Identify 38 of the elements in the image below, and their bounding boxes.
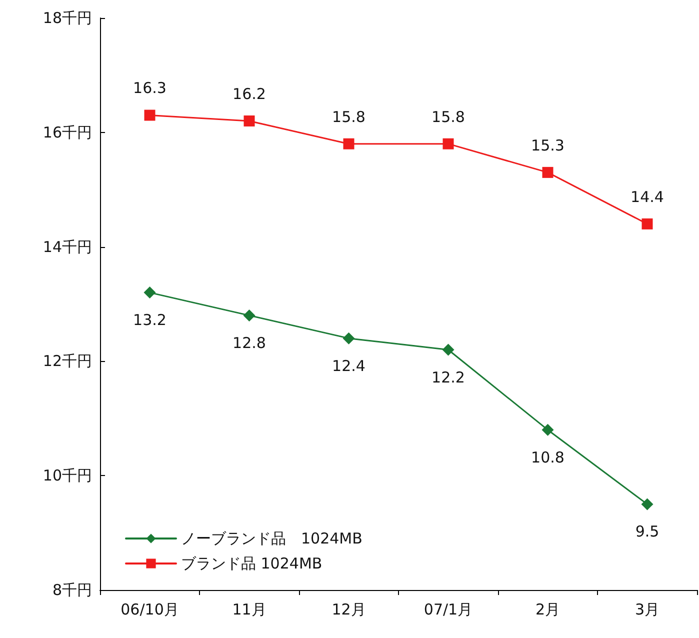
point [343,138,354,150]
point [342,332,355,344]
x-tick-label: 3月 [634,600,660,618]
x-tick-label: 06/10月 [120,600,179,618]
point [642,218,653,230]
data-label: 13.2 [133,311,166,330]
legend-label: ノーブランド品 1024MB [181,530,362,548]
data-label: 15.8 [332,108,366,126]
point [244,115,255,126]
point [542,166,554,178]
data-label: 12.4 [332,356,366,375]
data-label: 9.5 [635,522,660,541]
y-tick-label: 14千円 [42,238,92,256]
data-label: 15.3 [531,136,564,154]
y-tick-label: 8千円 [52,581,92,599]
y-tick-label: 10千円 [42,466,92,485]
data-label: 14.4 [630,188,664,206]
point [243,309,256,322]
x-tick-label: 12月 [332,600,366,618]
y-tick-label: 12千円 [42,352,92,370]
point [442,344,454,356]
point [144,286,156,299]
data-label: 12.8 [232,334,266,352]
y-tick-label: 16千円 [42,123,92,142]
x-tick-label: 11月 [232,600,266,618]
point [641,498,654,510]
y-tick-label: 18千円 [42,9,92,27]
data-label: 10.8 [531,448,564,466]
data-label: 16.2 [232,84,266,103]
legend-label: ブランド品 1024MB [181,554,322,572]
point [442,138,454,150]
data-label: 12.2 [432,368,465,386]
point [542,424,554,436]
data-label: 16.3 [133,79,166,98]
x-tick-label: 07/1月 [424,600,473,618]
x-tick-label: 2月 [535,600,560,618]
data-label: 15.8 [432,108,465,126]
point [144,110,156,121]
